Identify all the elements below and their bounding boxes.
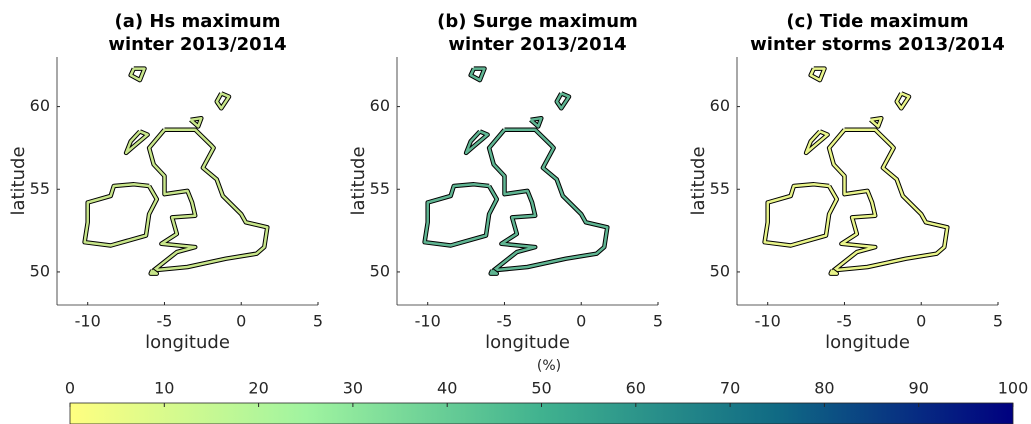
- y-tick-label: 55: [30, 179, 50, 198]
- coastline-outline: [826, 127, 950, 273]
- coastline: [895, 92, 911, 110]
- coastline: [423, 183, 499, 247]
- y-tick-label: 55: [710, 179, 730, 198]
- colorbar-tick-label: 70: [720, 379, 740, 398]
- coastline: [809, 67, 826, 82]
- coastline: [763, 183, 839, 247]
- colorbar-tick-label: 0: [65, 379, 75, 398]
- x-tick-label: 5: [993, 312, 1003, 331]
- y-axis-label: latitude: [688, 146, 709, 215]
- coastline: [804, 130, 829, 155]
- x-tick-label: -10: [75, 312, 101, 331]
- coastline: [464, 130, 489, 155]
- coastline: [529, 116, 543, 128]
- x-tick-label: 5: [653, 312, 663, 331]
- colorbar-tick-label: 50: [531, 379, 551, 398]
- y-axis-label: latitude: [348, 146, 369, 215]
- x-tick-label: 5: [313, 312, 323, 331]
- colorbar-tick-label: 30: [343, 379, 363, 398]
- x-axis-label: longitude: [825, 332, 910, 353]
- x-tick-label: -5: [156, 312, 172, 331]
- x-tick-label: -5: [496, 312, 512, 331]
- panel-title: winter 2013/2014: [448, 34, 626, 55]
- coastline: [147, 128, 269, 272]
- colorbar-tick-label: 90: [909, 379, 929, 398]
- panel-title: winter 2013/2014: [108, 34, 286, 55]
- coastline: [124, 130, 149, 155]
- y-tick-label: 50: [30, 261, 50, 280]
- x-tick-label: 0: [576, 312, 586, 331]
- x-tick-label: -10: [415, 312, 441, 331]
- colorbar-tick-label: 60: [626, 379, 646, 398]
- coastline: [215, 92, 231, 110]
- y-tick-label: 55: [370, 179, 390, 198]
- colorbar-label: (%): [537, 358, 561, 374]
- colorbar-tick-label: 80: [814, 379, 834, 398]
- coastline-outline: [146, 127, 270, 273]
- colorbar-tick-label: 40: [437, 379, 457, 398]
- coastline: [189, 116, 203, 128]
- colorbar-tick-label: 100: [998, 379, 1029, 398]
- x-axis-label: longitude: [145, 332, 230, 353]
- coastline: [487, 128, 609, 272]
- y-axis-label: latitude: [8, 146, 29, 215]
- x-axis-label: longitude: [485, 332, 570, 353]
- coastline: [129, 67, 146, 82]
- panel-title: winter storms 2013/2014: [750, 34, 1005, 55]
- coastline: [829, 269, 839, 275]
- coastline: [489, 269, 499, 275]
- coastline-outline: [486, 127, 610, 273]
- y-tick-label: 60: [30, 96, 50, 115]
- y-tick-label: 60: [370, 96, 390, 115]
- coastline: [149, 269, 159, 275]
- panel-title: (a) Hs maximum: [115, 11, 281, 32]
- coastline: [83, 183, 159, 247]
- panel-title: (b) Surge maximum: [437, 11, 638, 32]
- colorbar-tick-label: 20: [248, 379, 268, 398]
- coastline: [469, 67, 486, 82]
- panel-title: (c) Tide maximum: [786, 11, 968, 32]
- x-tick-label: -5: [836, 312, 852, 331]
- x-tick-label: -10: [755, 312, 781, 331]
- colorbar-tick-label: 10: [154, 379, 174, 398]
- y-tick-label: 50: [710, 261, 730, 280]
- x-tick-label: 0: [916, 312, 926, 331]
- coastline: [869, 116, 883, 128]
- coastline: [827, 128, 949, 272]
- x-tick-label: 0: [236, 312, 246, 331]
- coastline: [555, 92, 571, 110]
- y-tick-label: 50: [370, 261, 390, 280]
- y-tick-label: 60: [710, 96, 730, 115]
